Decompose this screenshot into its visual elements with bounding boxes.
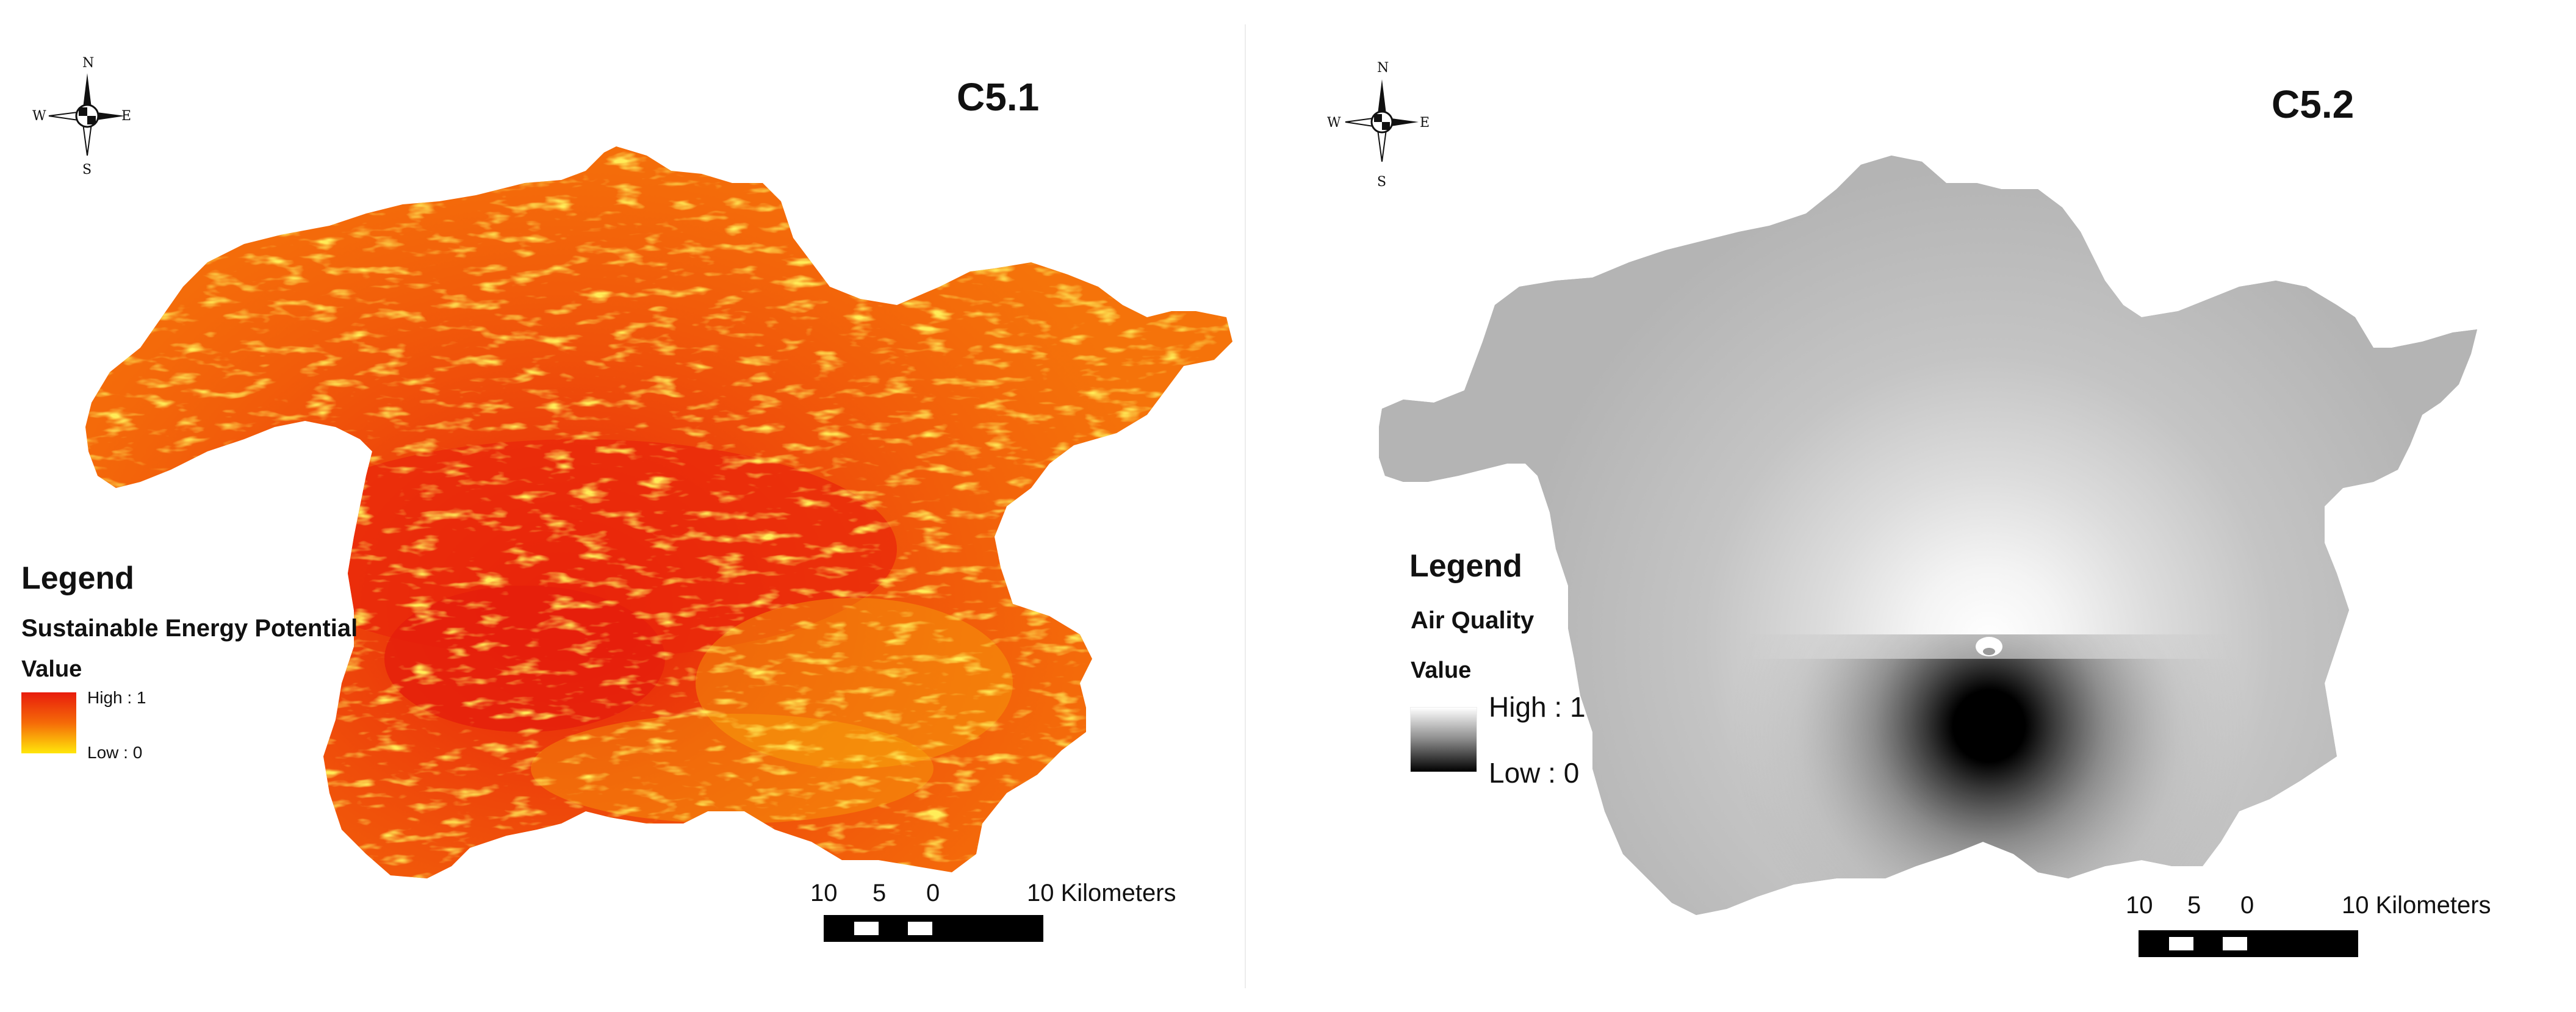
scale-label-5: 5 bbox=[872, 880, 887, 906]
legend-heading: Legend bbox=[21, 561, 134, 596]
scale-bar-graphic bbox=[824, 915, 1043, 942]
legend-layer-name: Air Quality bbox=[1411, 607, 1534, 634]
color-ramp-swatch bbox=[1410, 707, 1477, 772]
scale-label-0: 0 bbox=[2240, 892, 2254, 919]
legend-field-name: Value bbox=[21, 656, 82, 682]
scale-label-10-kilometers: 10 Kilometers bbox=[1027, 880, 1176, 906]
scale-bar-graphic bbox=[2139, 930, 2358, 957]
ramp-low-label: Low : 0 bbox=[87, 743, 143, 762]
legend-layer-name: Sustainable Energy Potential bbox=[21, 615, 358, 642]
compass-n-label: N bbox=[1377, 60, 1389, 76]
scale-label-5: 5 bbox=[2187, 892, 2201, 919]
map-title: C5.2 bbox=[2272, 82, 2355, 126]
map-panel-c5-2: N S W E C5.2 Legend Air Quality Value Hi… bbox=[1251, 0, 2576, 1012]
scale-label-10-left: 10 bbox=[2126, 892, 2153, 919]
scale-label-10-kilometers: 10 Kilometers bbox=[2342, 892, 2491, 919]
legend-heading: Legend bbox=[1409, 548, 1522, 584]
north-arrow-compass-icon: N S W E bbox=[32, 56, 131, 178]
panel-divider bbox=[1245, 24, 1246, 988]
north-arrow-compass-icon: N S W E bbox=[1327, 60, 1430, 190]
ramp-low-label: Low : 0 bbox=[1489, 757, 1580, 789]
compass-e-label: E bbox=[1420, 115, 1430, 131]
compass-s-label: S bbox=[82, 162, 92, 178]
scale-label-0: 0 bbox=[926, 880, 940, 906]
energy-potential-raster bbox=[85, 146, 1232, 878]
compass-n-label: N bbox=[82, 56, 94, 71]
compass-w-label: W bbox=[32, 109, 46, 124]
air-quality-raster bbox=[1379, 156, 2477, 915]
map-title: C5.1 bbox=[957, 75, 1040, 119]
map-panel-c5-1: N S W E C5.1 Legend Sustainable Energy P… bbox=[0, 0, 1251, 1012]
compass-s-label: S bbox=[1377, 174, 1386, 190]
ramp-high-label: High : 1 bbox=[87, 688, 146, 707]
scale-label-10-left: 10 bbox=[810, 880, 838, 906]
compass-e-label: E bbox=[121, 109, 131, 124]
compass-w-label: W bbox=[1327, 115, 1341, 131]
ramp-high-label: High : 1 bbox=[1489, 691, 1586, 723]
color-ramp-swatch bbox=[21, 692, 76, 753]
legend-field-name: Value bbox=[1411, 658, 1472, 683]
